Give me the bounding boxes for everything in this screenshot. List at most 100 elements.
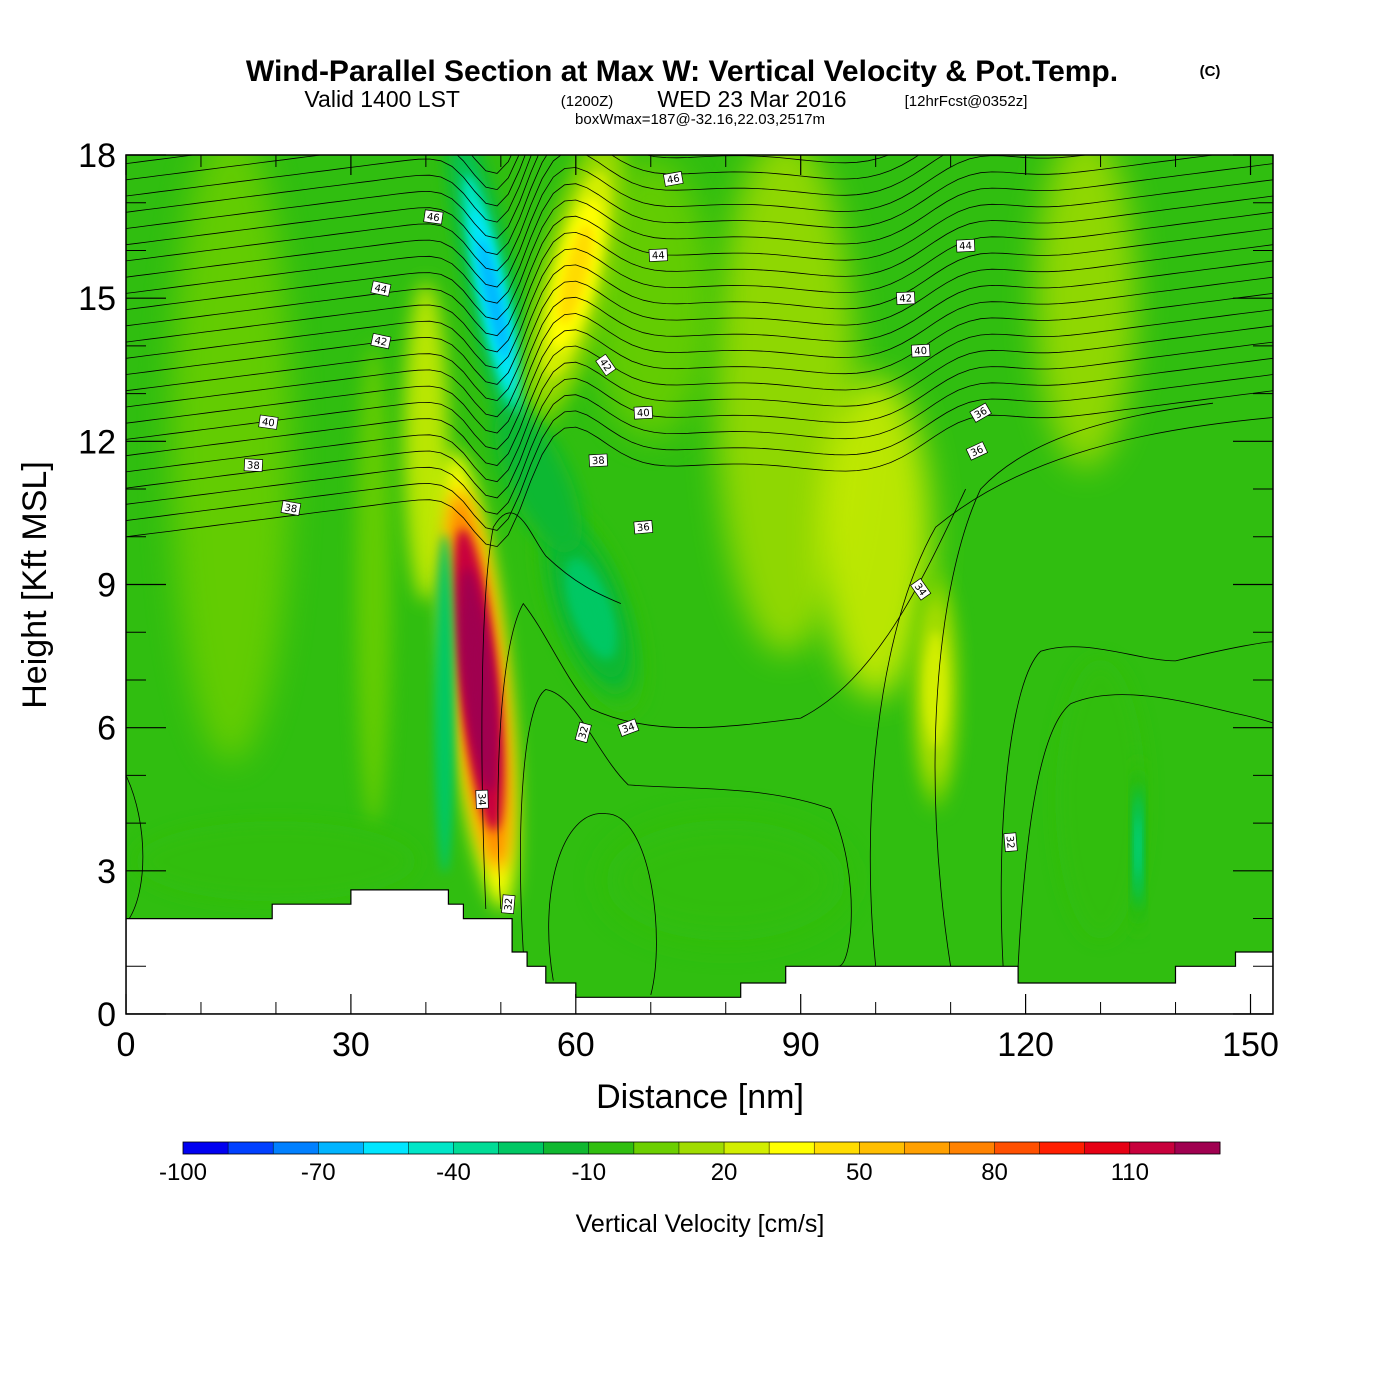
contour-label-box [648, 248, 668, 263]
theta-isentrope [126, 309, 1273, 466]
colorbar-label-4: 20 [711, 1159, 738, 1186]
theta-isentrope [126, 155, 1217, 304]
colorbar-swatch-19 [1039, 1142, 1086, 1154]
colorbar-swatch-6 [453, 1142, 500, 1154]
contour-label-box [1003, 832, 1018, 853]
theta-isentrope [126, 155, 532, 223]
contour-label-box [595, 353, 617, 377]
theta-isentrope [126, 155, 945, 272]
x-axis: 0 30 60 90 120 150 [117, 155, 1279, 1064]
contour-label-text: 34 [621, 721, 637, 736]
copyright-mark: (C) [1200, 63, 1221, 80]
contour-label-text: 44 [652, 250, 665, 262]
theta-isentrope [126, 293, 1273, 450]
contour-label-38-0: 38 [243, 458, 264, 473]
colorbar-swatch-8 [543, 1142, 590, 1154]
contour-label-box [910, 577, 932, 601]
contour-label-text: 40 [261, 417, 275, 430]
theta-contour-low-3 [548, 813, 657, 996]
field-region-1 [715, 155, 856, 654]
contour-label-text: 40 [637, 408, 650, 420]
contour-label-text: 32 [1004, 835, 1016, 849]
field-region-7 [135, 821, 416, 902]
contour-label-box [370, 332, 392, 350]
x-tick-label-0: 0 [117, 1026, 136, 1064]
theta-isentrope [126, 155, 890, 239]
contour-label-38-1: 38 [280, 500, 302, 516]
contour-label-32-0: 32 [574, 721, 592, 744]
colorbar-swatch-15 [859, 1142, 905, 1154]
y-tick-label-18: 18 [78, 137, 116, 175]
colorbar-swatch-13 [769, 1142, 815, 1154]
contour-label-36-1: 36 [965, 441, 989, 461]
contour-label-box [423, 209, 444, 225]
theta-contour-low-2 [520, 689, 852, 967]
colorbar: -100 -70 -40 -10 20 50 80 110 [159, 1141, 1221, 1186]
colorbar-swatch-5 [408, 1142, 455, 1154]
contour-label-40-1: 40 [633, 405, 653, 420]
plot-area: 3232323434343636363838384040404242424444… [126, 155, 1273, 1014]
velocity-level [573, 574, 608, 642]
velocity-level [928, 651, 943, 728]
contour-label-box [258, 414, 279, 430]
contour-label-text: 46 [426, 212, 440, 225]
contour-label-box [955, 238, 976, 253]
x-tick-label-60: 60 [557, 1026, 595, 1064]
colorbar-label-2: -40 [436, 1159, 471, 1186]
theta-contour-low-6 [126, 775, 144, 924]
contour-label-box [896, 291, 916, 306]
field-region-5 [355, 344, 392, 825]
colorbar-swatch-7 [498, 1142, 545, 1154]
theta-contour-low-1 [497, 488, 966, 910]
subtitle-valid: Valid 1400 LST [304, 86, 460, 112]
contour-label-box [574, 721, 592, 744]
colorbar-swatch-0 [183, 1142, 229, 1154]
contour-label-34-1: 34 [617, 718, 640, 737]
colorbar-swatch-22 [1174, 1142, 1221, 1154]
contour-label-text: 38 [592, 456, 605, 468]
contour-label-text: 44 [373, 283, 388, 296]
field-region-8 [605, 820, 846, 941]
contour-label-text: 42 [373, 335, 388, 348]
theta-isentrope [126, 357, 1273, 515]
theta-isentrope [126, 260, 1273, 418]
x-axis-label: Distance [nm] [596, 1078, 804, 1116]
velocity-feature-downdraft-5 [1132, 756, 1145, 937]
contour-label-42-2: 42 [896, 291, 916, 306]
x-tick-label-150: 150 [1222, 1026, 1279, 1064]
x-tick-label-30: 30 [332, 1026, 370, 1064]
theta-isentrope [126, 211, 1273, 369]
contour-label-text: 46 [666, 173, 680, 186]
contour-label-text: 38 [284, 503, 298, 516]
contour-label-text: 32 [577, 725, 591, 740]
colorbar-swatch-12 [724, 1142, 770, 1154]
y-tick-label-6: 6 [97, 710, 116, 748]
contour-label-box [243, 458, 264, 473]
theta-contours [126, 155, 1273, 996]
velocity-feature-downdraft-3 [537, 504, 644, 713]
y-tick-label-0: 0 [97, 996, 116, 1034]
theta-isentrope [126, 374, 1273, 531]
contour-label-box [662, 171, 684, 187]
contour-label-40-2: 40 [911, 343, 931, 358]
colorbar-swatch-4 [363, 1142, 409, 1154]
downdraft-tail [494, 405, 582, 554]
contour-label-text: 36 [969, 444, 985, 459]
colorbar-swatch-3 [318, 1142, 364, 1154]
contour-label-text: 42 [899, 293, 912, 305]
y-tick-label-15: 15 [78, 280, 116, 318]
contour-label-44-1: 44 [648, 248, 668, 263]
contour-label-box [370, 280, 392, 297]
contour-label-box [617, 718, 640, 737]
contour-label-box [969, 402, 992, 423]
contour-label-46-0: 46 [423, 209, 444, 225]
velocity-feature-updraft-4 [913, 569, 958, 810]
theta-isentrope [126, 179, 1273, 337]
contour-label-44-0: 44 [370, 280, 392, 297]
x-tick-label-120: 120 [997, 1026, 1054, 1064]
contour-label-46-1: 46 [662, 171, 684, 187]
y-tick-label-9: 9 [97, 567, 116, 605]
colorbar-swatch-17 [949, 1142, 996, 1154]
